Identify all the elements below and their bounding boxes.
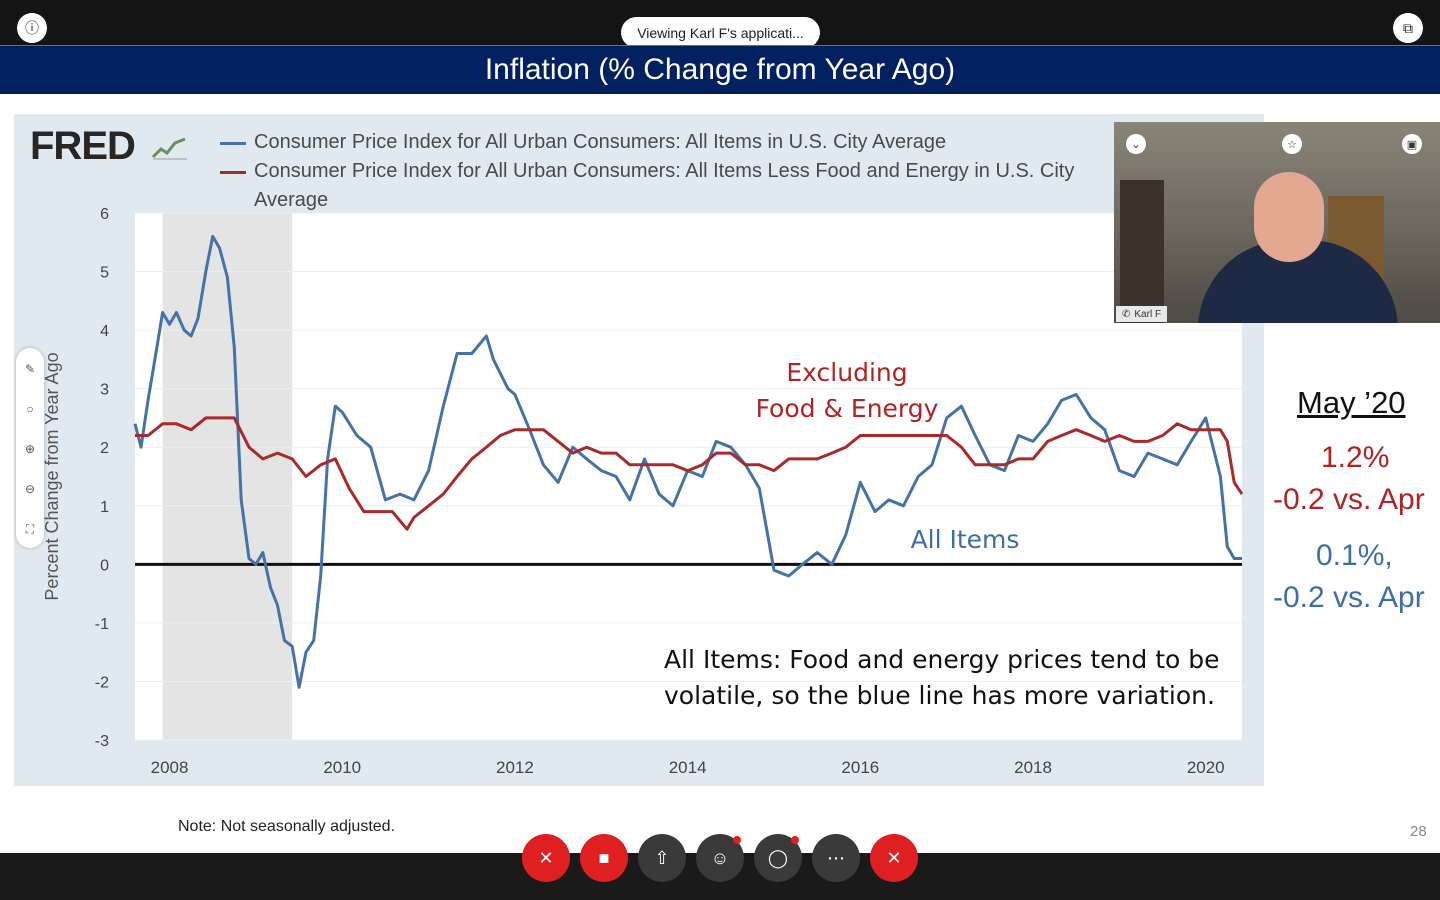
- mic-off-icon: ✕: [538, 847, 554, 868]
- x-tick-label: 2010: [323, 758, 361, 777]
- chat-icon: ◯: [767, 847, 789, 868]
- y-tick-label: -2: [95, 674, 109, 691]
- legend-label-all-items: Consumer Price Index for All Urban Consu…: [254, 131, 947, 153]
- legend-entry-core: Consumer Price Index for All Urban Consu…: [220, 157, 1120, 215]
- y-tick-label: 3: [100, 382, 109, 399]
- y-tick-label: 4: [100, 323, 109, 340]
- x-tick-label: 2014: [669, 758, 707, 777]
- plot-background: [135, 213, 1242, 740]
- annotation-comment-line2: volatile, so the blue line has more vari…: [664, 681, 1215, 710]
- fit-screen-icon[interactable]: ⛶: [25, 522, 35, 536]
- fred-chart-icon: [151, 135, 190, 162]
- annotation-comment-line1: All Items: Food and energy prices tend t…: [664, 645, 1220, 674]
- close-icon: ✕: [886, 847, 902, 868]
- y-tick-label: 2: [100, 440, 109, 457]
- all-items-change: -0.2 vs. Apr: [1273, 581, 1425, 614]
- mute-button[interactable]: ✕: [522, 834, 570, 882]
- y-axis-label: Percent Change from Year Ago: [42, 352, 62, 600]
- fred-logo: FRED: [30, 124, 190, 169]
- viewing-status-label: Viewing Karl F's applicati...: [637, 24, 804, 41]
- core-value: 1.2%: [1321, 441, 1390, 474]
- video-button[interactable]: ■: [580, 834, 628, 882]
- viewing-status-pill[interactable]: Viewing Karl F's applicati...: [621, 17, 820, 48]
- page-number: 28: [1410, 823, 1427, 840]
- series-line-all-items: [133, 234, 1242, 689]
- zoom-in-icon[interactable]: ⊕: [24, 442, 36, 456]
- chart-legend: Consumer Price Index for All Urban Consu…: [220, 128, 1120, 215]
- more-button[interactable]: ⋯: [812, 834, 860, 882]
- chat-notification-dot: [791, 836, 799, 844]
- x-tick-label: 2016: [841, 758, 879, 777]
- x-tick-label: 2020: [1187, 758, 1225, 777]
- restore-window-icon[interactable]: ⧉: [1393, 13, 1423, 43]
- participant-name: Karl F: [1134, 308, 1162, 320]
- y-tick-label: -3: [95, 733, 109, 750]
- eraser-icon[interactable]: ○: [26, 402, 34, 416]
- annotation-toolbar: ✎ ○ ⊕ ⊖ ⛶: [16, 348, 44, 548]
- pip-icon[interactable]: ▣: [1402, 134, 1422, 154]
- all-items-value: 0.1%,: [1316, 539, 1393, 572]
- slide-note: Note: Not seasonally adjusted.: [178, 818, 396, 835]
- legend-swatch-core: [220, 171, 246, 174]
- info-icon[interactable]: ⓘ: [17, 13, 47, 43]
- annotation-all-items: All Items: [911, 525, 1020, 554]
- side-panel-heading: May ’20: [1297, 385, 1406, 420]
- x-tick-label: 2018: [1014, 758, 1052, 777]
- leave-button[interactable]: ✕: [870, 834, 918, 882]
- y-tick-label: 6: [100, 206, 109, 223]
- legend-swatch-all-items: [220, 142, 246, 145]
- video-door: [1120, 180, 1164, 323]
- y-tick-label: 0: [100, 557, 109, 574]
- fred-logo-text: FRED: [30, 124, 136, 168]
- annotation-core-line1: Excluding: [786, 358, 907, 387]
- chevron-down-icon[interactable]: ⌄: [1126, 134, 1146, 154]
- x-tick-label: 2008: [151, 758, 189, 777]
- annotation-core-line2: Food & Energy: [756, 394, 939, 423]
- participant-name-tag: ✆ Karl F: [1116, 306, 1168, 322]
- y-tick-label: 1: [100, 499, 109, 516]
- participant-video[interactable]: ⌄ ☆ ▣ ✆ Karl F: [1114, 122, 1440, 323]
- slide-title-text: Inflation (% Change from Year Ago): [484, 53, 956, 86]
- share-button[interactable]: ⇧: [638, 834, 686, 882]
- y-tick-label: -1: [95, 616, 109, 633]
- legend-label-core: Consumer Price Index for All Urban Consu…: [254, 160, 1075, 211]
- zoom-out-icon[interactable]: ⊖: [24, 482, 36, 496]
- legend-entry-all-items: Consumer Price Index for All Urban Consu…: [220, 128, 1120, 157]
- participant-head: [1254, 172, 1324, 262]
- core-change: -0.2 vs. Apr: [1273, 483, 1425, 516]
- y-tick-label: 5: [100, 265, 109, 282]
- recession-band: [162, 213, 293, 740]
- share-icon: ⇧: [654, 847, 670, 868]
- pin-icon[interactable]: ☆: [1282, 134, 1302, 154]
- inflation-line-chart: 6 5 4 3 2 1 0 -1 -2 -3 2008 2010 2012 2014 2016 2018 202…: [42, 206, 1244, 777]
- series-line-core: [135, 416, 1244, 531]
- participants-notification-dot: [733, 836, 741, 844]
- pen-icon[interactable]: ✎: [24, 362, 36, 376]
- camera-off-icon: ■: [598, 847, 610, 868]
- top-bar: ⓘ Viewing Karl F's applicati... ⧉: [0, 0, 1440, 48]
- phone-icon: ✆: [1122, 308, 1131, 320]
- x-tick-label: 2012: [496, 758, 534, 777]
- more-icon: ⋯: [827, 847, 845, 868]
- participants-icon: ☺: [710, 847, 730, 868]
- slide-title: Inflation (% Change from Year Ago): [0, 45, 1440, 94]
